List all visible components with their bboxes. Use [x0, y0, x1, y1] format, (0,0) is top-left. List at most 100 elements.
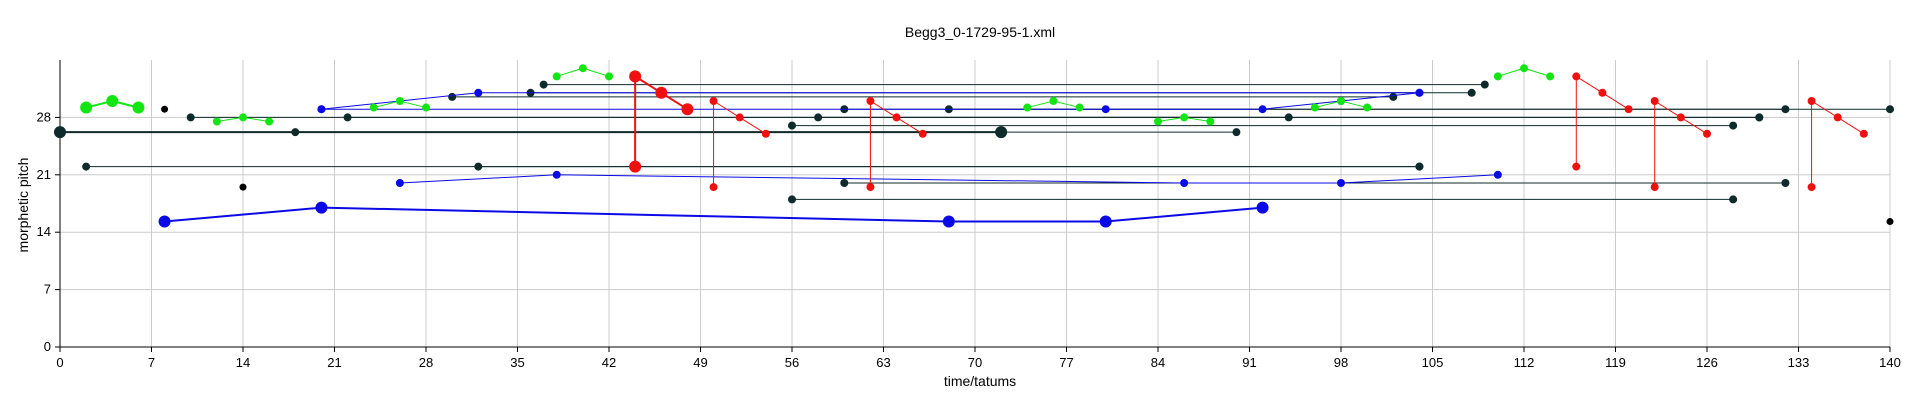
dark-note-point: [291, 128, 300, 137]
green-note-point: [369, 103, 378, 112]
y-tick-label: 28: [37, 109, 51, 124]
x-axis-label: time/tatums: [944, 373, 1016, 389]
x-tick-label: 28: [419, 355, 433, 370]
red-note-point: [1859, 129, 1868, 138]
blue-note-point: [1493, 170, 1502, 179]
x-tick-label: 77: [1059, 355, 1073, 370]
green-note-point: [239, 113, 247, 122]
y-tick-label: 21: [37, 167, 51, 182]
grid-lines: [59, 60, 1891, 348]
red-note-point: [1624, 105, 1633, 114]
blue-note-point: [1258, 105, 1267, 114]
red-note-point: [892, 113, 901, 122]
x-tick-label: 21: [327, 355, 341, 370]
green-note-point: [265, 117, 274, 126]
dark-note-point: [788, 121, 796, 130]
dark-note-point: [1415, 162, 1424, 171]
red-note-point: [1572, 72, 1581, 81]
y-tick-label: 7: [44, 282, 51, 297]
dark-note-point: [1781, 179, 1790, 187]
green-note-point: [106, 95, 119, 107]
green-note-point: [1023, 103, 1032, 112]
x-tick-label: 49: [693, 355, 707, 370]
x-tick-label: 35: [510, 355, 524, 370]
dark-note-point: [814, 113, 823, 122]
green-note-point: [1363, 103, 1372, 112]
red-note-point: [629, 160, 642, 173]
black-note-point: [161, 105, 169, 113]
blue-note-point: [395, 179, 404, 187]
green-note-point: [422, 103, 430, 112]
x-tick-label: 0: [56, 355, 63, 370]
green-note-point: [1337, 97, 1345, 105]
green-note-point: [1154, 117, 1162, 126]
blue-note-point: [1415, 88, 1424, 97]
blue-note-point: [474, 88, 483, 97]
red-note-point: [1703, 129, 1711, 138]
x-tick-label: 98: [1334, 355, 1348, 370]
x-tick-label: 112: [1514, 355, 1535, 370]
red-note-point: [1650, 183, 1659, 192]
dark-voice-lines: [54, 80, 1894, 204]
red-note-point: [1572, 162, 1581, 171]
red-note-point: [761, 129, 770, 138]
blue-note-point: [552, 170, 561, 179]
red-note-point: [1676, 113, 1685, 122]
green-note-point: [1310, 103, 1319, 112]
dark-note-point: [343, 113, 352, 122]
green-note-point: [1180, 113, 1189, 122]
black-note-point: [239, 183, 247, 191]
dark-note-point: [1729, 121, 1738, 130]
blue-voice-line: [399, 174, 1498, 184]
dark-note-point: [1467, 88, 1476, 97]
dark-note-point: [788, 195, 796, 204]
red-note-point: [918, 129, 927, 138]
x-tick-label: 126: [1696, 355, 1718, 370]
green-note-point: [1493, 72, 1502, 81]
green-note-point: [605, 72, 613, 81]
tick-labels: 0 7 14 21 28 35 42 49 56 63 70 77 84 91 98 105 112 119 126…: [37, 109, 1901, 370]
x-tick-label: 91: [1242, 355, 1256, 370]
blue-note-point: [1099, 215, 1112, 228]
axes: [55, 60, 1891, 352]
green-note-point: [80, 101, 93, 114]
dark-note-point: [474, 162, 483, 171]
dark-note-point: [1480, 80, 1489, 89]
x-tick-label: 7: [148, 355, 155, 370]
red-note-point: [629, 70, 642, 83]
red-note-point: [866, 183, 875, 192]
green-note-point: [1546, 72, 1555, 81]
x-tick-label: 84: [1151, 355, 1165, 370]
blue-note-point: [1256, 201, 1269, 214]
dark-note-point: [1232, 128, 1241, 137]
dark-note-point: [54, 126, 66, 139]
dark-note-point: [1886, 105, 1894, 114]
green-note-point: [1075, 103, 1084, 112]
black-points: [161, 105, 1894, 226]
red-note-point: [709, 183, 718, 192]
blue-note-point: [317, 105, 326, 114]
green-note-point: [132, 101, 145, 114]
green-note-point: [1206, 117, 1215, 126]
green-note-point: [395, 97, 404, 105]
green-note-point: [552, 72, 561, 81]
red-note-point: [681, 103, 694, 116]
red-note-point: [709, 97, 718, 105]
x-tick-label: 140: [1879, 355, 1901, 370]
red-voice-lines: [629, 70, 1868, 192]
dark-note-point: [448, 92, 457, 101]
chart-title: Begg3_0-1729-95-1.xml: [905, 24, 1055, 40]
red-note-point: [1650, 97, 1659, 105]
red-note-point: [655, 86, 668, 99]
blue-note-point: [942, 215, 955, 228]
x-tick-label: 70: [968, 355, 982, 370]
green-note-point: [212, 117, 221, 126]
y-tick-label: 0: [44, 339, 51, 354]
blue-note-point: [1180, 179, 1189, 187]
dark-note-point: [1755, 113, 1764, 122]
green-note-point: [578, 64, 587, 73]
red-note-point: [1833, 113, 1842, 122]
red-note-point: [735, 113, 744, 122]
